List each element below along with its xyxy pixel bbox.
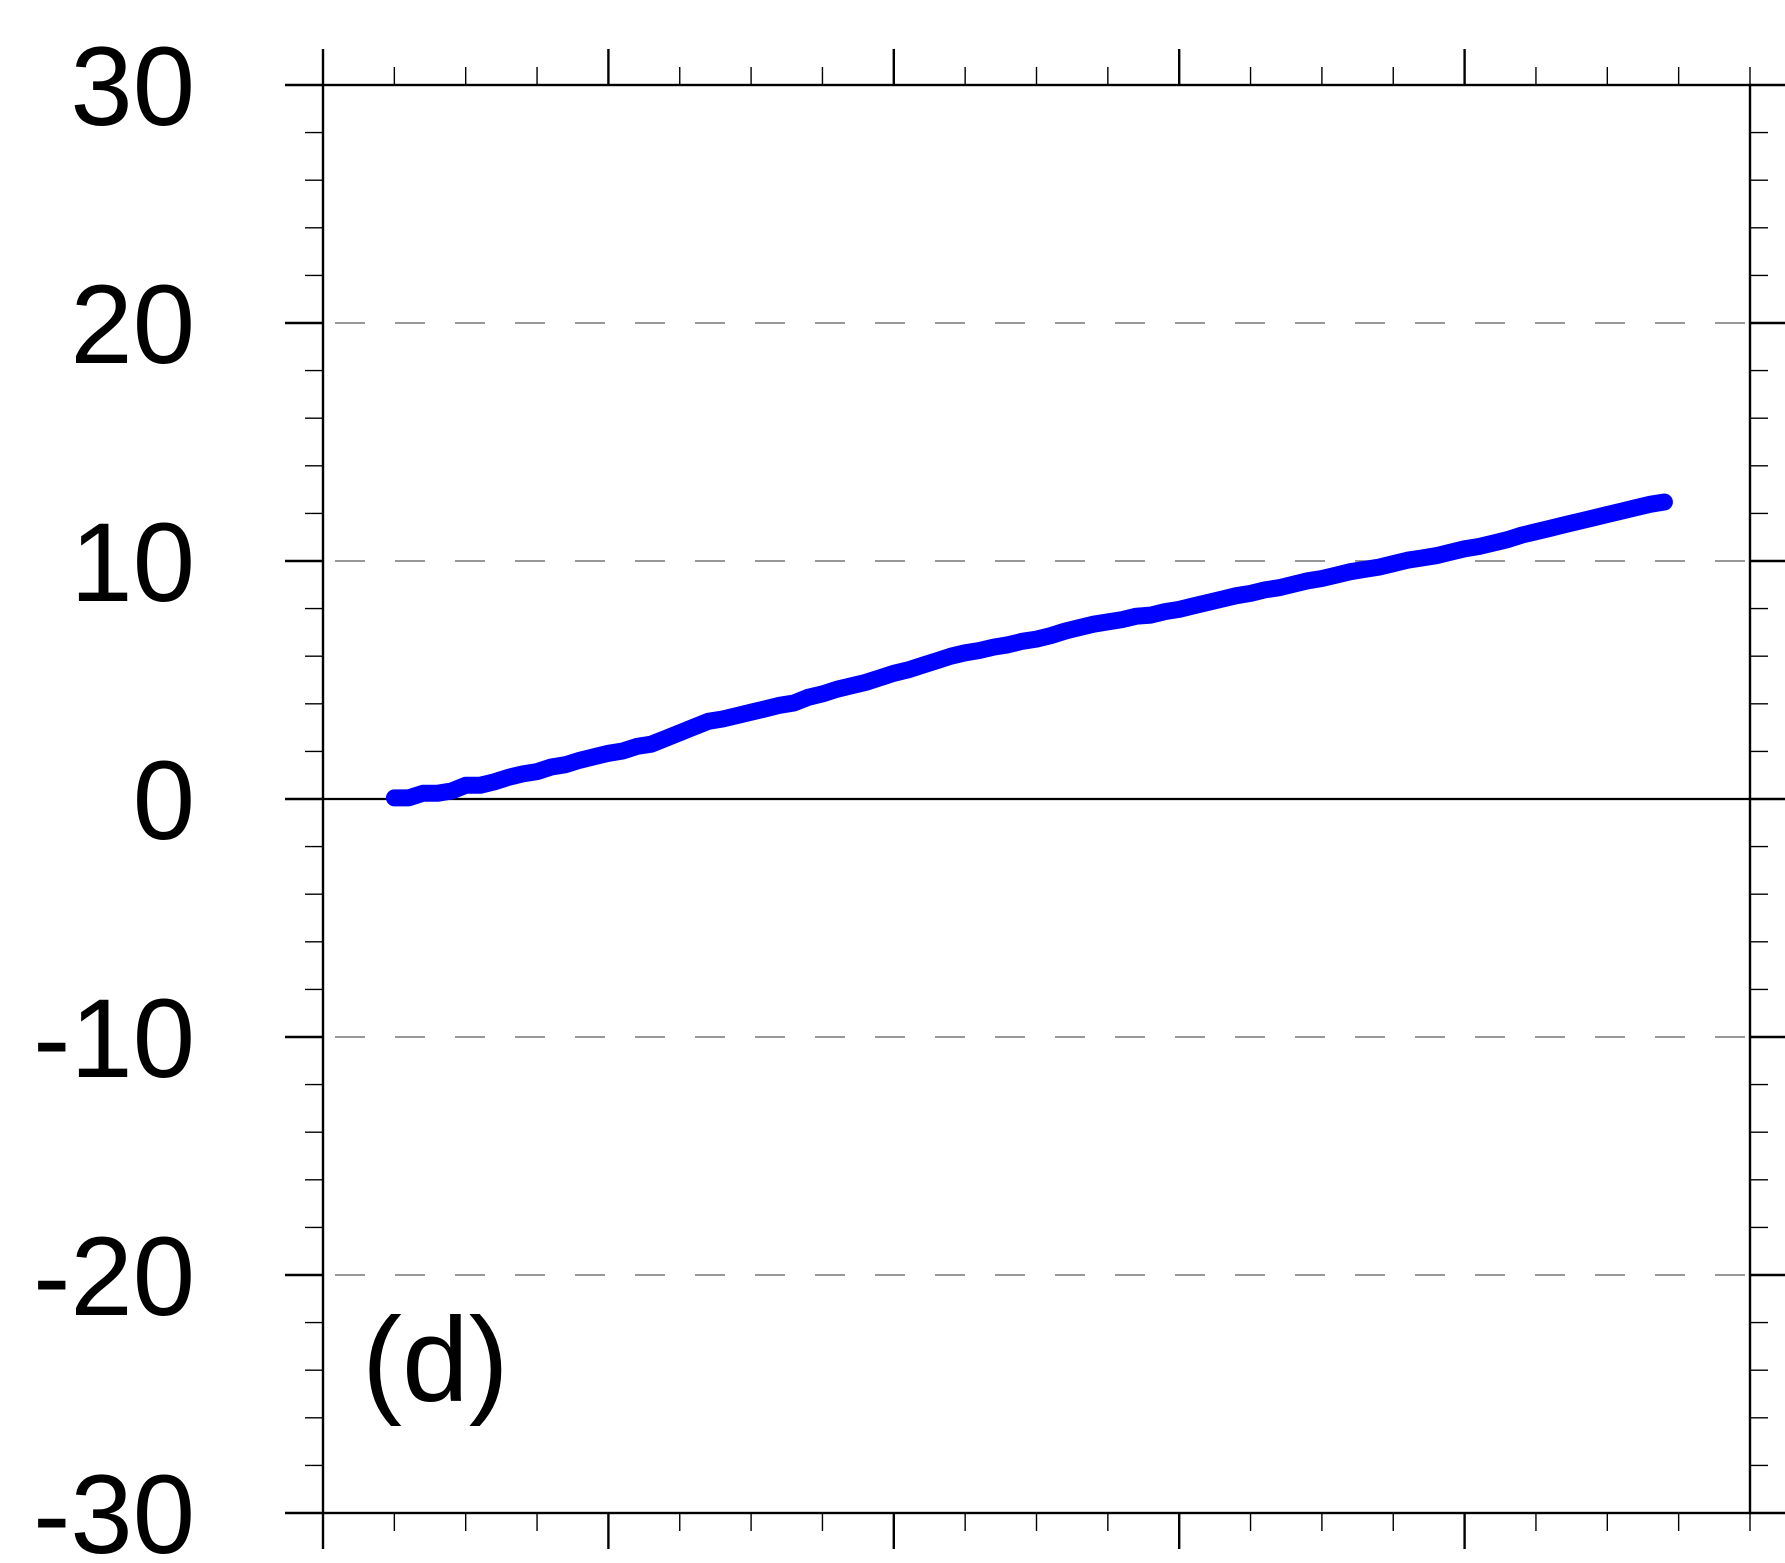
series-line: [385, 493, 1673, 807]
y-tick-label: 0: [133, 738, 195, 863]
y-tick-label: 30: [70, 24, 195, 149]
y-tick-label: -20: [33, 1214, 195, 1339]
series-layer: [385, 493, 1673, 807]
y-tick-label: 20: [70, 262, 195, 387]
y-tick-label: -10: [33, 976, 195, 1101]
y-tick-label: -30: [33, 1452, 195, 1563]
axis-ticks: [285, 49, 1785, 1549]
panel-label: (d): [362, 1293, 509, 1427]
tick-labels: 30 20 10 0 -10 -20 -30: [33, 24, 195, 1563]
y-tick-label: 10: [70, 500, 195, 625]
grid-lines: [323, 322, 1750, 1276]
